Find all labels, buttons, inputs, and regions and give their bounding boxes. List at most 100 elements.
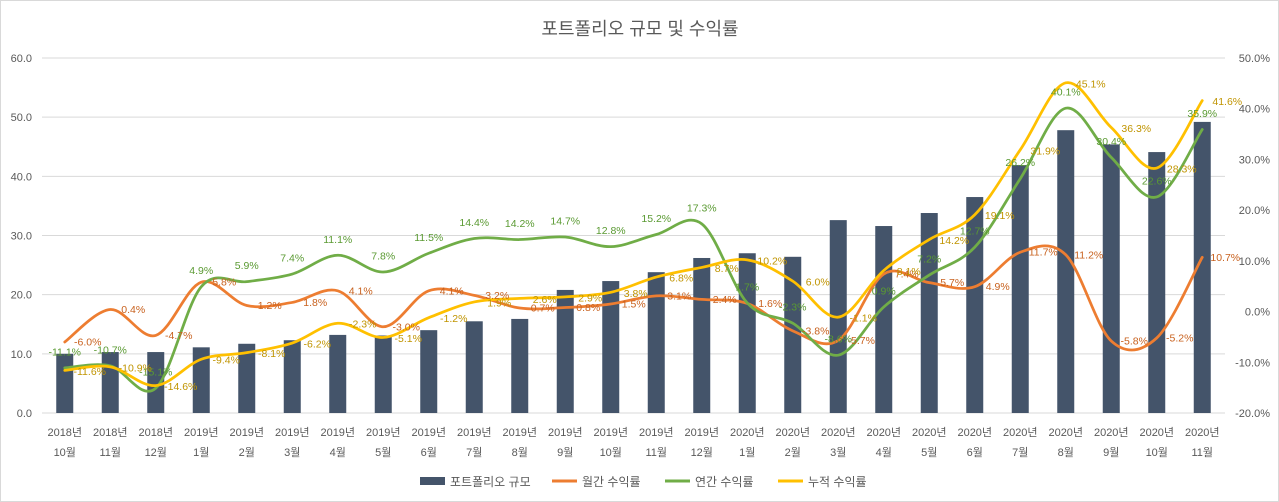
bar <box>784 256 802 413</box>
bar <box>1193 121 1211 414</box>
data-label: 14.2% <box>505 218 535 230</box>
bar <box>56 353 74 413</box>
data-label: -1.2% <box>440 313 467 325</box>
data-label: 4.1% <box>349 285 373 297</box>
data-label: 10.7% <box>1210 252 1240 264</box>
data-label: -6.0% <box>74 337 101 349</box>
x-axis-tick-label-month: 1월 <box>193 446 209 459</box>
data-label: -14.6% <box>164 381 197 393</box>
data-label: 2.6% <box>533 294 557 306</box>
bar <box>647 272 665 413</box>
data-label: 2.4% <box>713 294 737 306</box>
x-axis-tick-label-year: 2020년 <box>1185 426 1220 439</box>
data-label: -10.7% <box>94 344 127 356</box>
left-axis-tick-label: 40.0 <box>11 171 32 183</box>
x-axis-tick-label-month: 11월 <box>645 446 667 459</box>
bar <box>738 253 756 413</box>
x-axis-tick-label-month: 2월 <box>239 446 255 459</box>
data-label: 8.1% <box>897 266 921 278</box>
legend-item-portfolio-size: 포트폴리오 규모 <box>420 475 531 489</box>
legend-item-monthly-return: 월간 수익률 <box>552 475 641 489</box>
bar <box>602 281 620 413</box>
data-label: 36.3% <box>1121 123 1151 135</box>
data-label: 1.7% <box>735 281 759 293</box>
x-axis-tick-label-month: 8월 <box>512 446 528 459</box>
data-label: 1.8% <box>303 297 327 309</box>
right-axis-tick-label: 40.0% <box>1239 104 1270 116</box>
data-label: 2.9% <box>578 292 602 304</box>
data-label: 14.4% <box>459 217 489 229</box>
legend-label-monthly-return: 월간 수익률 <box>582 475 641 489</box>
x-axis-tick-label-year: 2020년 <box>912 426 947 439</box>
x-axis-tick-label-month: 9월 <box>1103 446 1119 459</box>
right-axis-tick-label: 50.0% <box>1239 53 1270 65</box>
data-label: 19.1% <box>985 210 1015 222</box>
data-label: -5.1% <box>395 333 422 345</box>
legend-label-cumulative-return: 누적 수익률 <box>808 475 867 489</box>
x-axis-tick-label-year: 2018년 <box>93 426 128 439</box>
data-label: 10.2% <box>757 255 787 267</box>
bar <box>920 213 938 413</box>
x-axis-tick-label-month: 3월 <box>830 446 846 459</box>
left-axis-tick-label: 10.0 <box>11 349 32 361</box>
x-axis-tick-label-year: 2019년 <box>184 426 219 439</box>
x-axis-tick-label-month: 7월 <box>1012 446 1028 459</box>
left-axis-tick-label: 50.0 <box>11 112 32 124</box>
x-axis-tick-label-month: 6월 <box>967 446 983 459</box>
x-axis-tick-label-month: 10월 <box>1146 446 1168 459</box>
x-axis-tick-label-month: 10월 <box>600 446 622 459</box>
data-label: 7.8% <box>371 251 395 263</box>
x-axis-tick-label-month: 8월 <box>1058 446 1074 459</box>
legend-label-annual-return: 연간 수익률 <box>695 475 754 489</box>
data-label: -5.2% <box>1166 332 1193 344</box>
series-line-cumulative-return <box>63 81 1204 387</box>
data-label: 5.7% <box>940 277 964 289</box>
x-axis-tick-label-year: 2019년 <box>229 426 264 439</box>
left-axis-tick-label: 30.0 <box>11 231 32 243</box>
data-label: 22.6% <box>1142 175 1172 187</box>
legend-item-annual-return: 연간 수익률 <box>665 475 754 489</box>
data-label: 35.9% <box>1187 108 1217 120</box>
data-label: -10.9% <box>119 362 152 374</box>
data-label: 4.9% <box>986 281 1010 293</box>
bar-series-portfolio-size <box>56 121 1211 414</box>
x-axis-tick-label-year: 2019년 <box>320 426 355 439</box>
data-label: 1.6% <box>758 298 782 310</box>
x-axis-tick-label-month: 3월 <box>284 446 300 459</box>
data-label: 3.8% <box>624 288 648 300</box>
x-axis-tick-label-year: 2020년 <box>1139 426 1174 439</box>
legend: 포트폴리오 규모 월간 수익률 연간 수익률 누적 수익률 <box>420 475 867 489</box>
data-label: 5.9% <box>235 260 259 272</box>
x-axis-tick-label-year: 2019년 <box>684 426 719 439</box>
data-label: -4.7% <box>165 330 192 342</box>
data-label: 4.1% <box>440 285 464 297</box>
data-label: -1.1% <box>850 313 877 325</box>
data-labels: -6.0% 0.4% -4.7% 5.8% 1.2% 1.8% 4.1% -3.0% 4.1% 3… <box>49 78 1243 393</box>
data-label: 45.1% <box>1076 78 1106 90</box>
bar <box>420 330 438 413</box>
data-label: 11.5% <box>414 232 443 244</box>
bar <box>1057 130 1075 413</box>
right-y-axis: -20.0% -10.0% 0.0% 10.0% 20.0% 30.0% 40.0% 50.0… <box>1235 53 1270 420</box>
x-axis-tick-label-month: 4월 <box>876 446 892 459</box>
x-axis-tick-label-year: 2019년 <box>548 426 583 439</box>
x-axis-tick-label-year: 2019년 <box>457 426 492 439</box>
data-label: -2.3% <box>779 302 806 314</box>
data-label: -2.3% <box>349 319 376 331</box>
bar <box>329 334 347 413</box>
data-label: 11.2% <box>1074 249 1103 261</box>
bar <box>192 347 210 413</box>
x-axis-tick-label-month: 5월 <box>375 446 391 459</box>
data-label: -5.7% <box>848 335 875 347</box>
data-label: 31.9% <box>1030 145 1060 157</box>
data-label: 5.8% <box>212 277 236 289</box>
data-label: -8.1% <box>258 348 285 360</box>
x-axis-tick-label-month: 1월 <box>739 446 755 459</box>
data-label: 3.2% <box>485 290 509 302</box>
x-axis-tick-label-year: 2018년 <box>47 426 82 439</box>
x-axis-tick-label-year: 2020년 <box>775 426 810 439</box>
x-axis-tick-label-month: 11월 <box>1191 446 1213 459</box>
data-label: -5.8% <box>1121 335 1148 347</box>
legend-item-cumulative-return: 누적 수익률 <box>778 475 867 489</box>
